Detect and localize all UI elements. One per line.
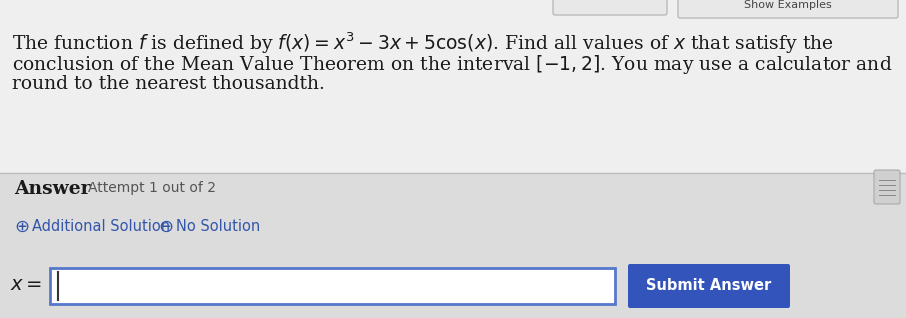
FancyBboxPatch shape <box>50 268 615 304</box>
Text: No Solution: No Solution <box>176 219 260 234</box>
FancyBboxPatch shape <box>0 0 906 173</box>
Text: Attempt 1 out of 2: Attempt 1 out of 2 <box>88 181 216 195</box>
FancyBboxPatch shape <box>0 173 906 318</box>
Text: Show Examples: Show Examples <box>744 0 832 10</box>
Text: Answer: Answer <box>14 180 91 198</box>
Text: Submit Answer: Submit Answer <box>646 279 772 294</box>
FancyBboxPatch shape <box>628 264 790 308</box>
Text: round to the nearest thousandth.: round to the nearest thousandth. <box>12 75 325 93</box>
Text: Additional Solution: Additional Solution <box>32 219 170 234</box>
Text: The function $f$ is defined by $f(x) = x^3 - 3x + 5\cos(x)$. Find all values of : The function $f$ is defined by $f(x) = x… <box>12 30 834 56</box>
FancyBboxPatch shape <box>874 170 900 204</box>
FancyBboxPatch shape <box>553 0 667 15</box>
FancyBboxPatch shape <box>678 0 898 18</box>
Text: $x =$: $x =$ <box>10 276 43 294</box>
Text: ⊕: ⊕ <box>14 218 29 236</box>
Text: ⊖: ⊖ <box>158 218 173 236</box>
Text: conclusion of the Mean Value Theorem on the interval $[-1, 2]$. You may use a ca: conclusion of the Mean Value Theorem on … <box>12 53 892 76</box>
